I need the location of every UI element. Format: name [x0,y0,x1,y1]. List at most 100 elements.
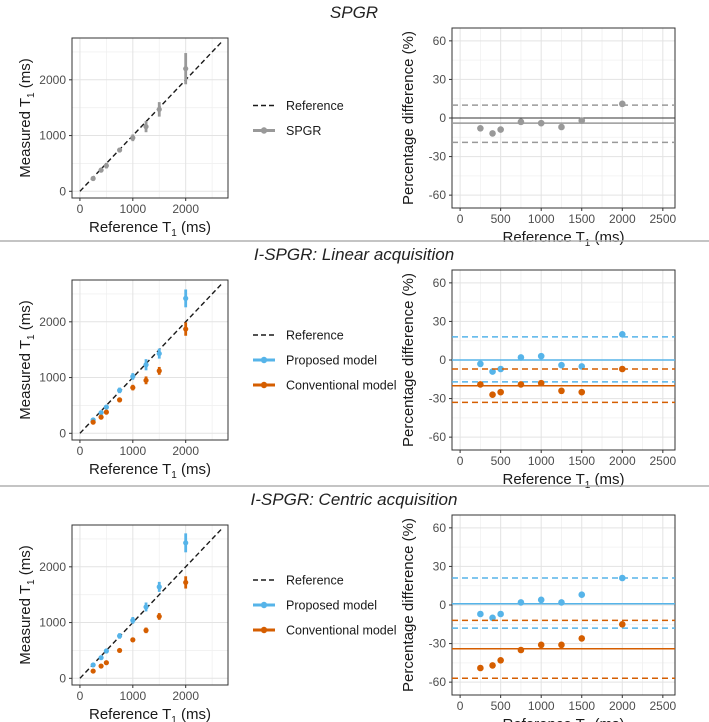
x-axis-label: Reference T1 (ms) [503,229,625,249]
data-point [489,614,496,622]
tick-label-y: 2000 [39,315,66,329]
data-point [156,613,162,620]
data-point [130,384,136,391]
y-axis-label-sub: 1 [26,579,37,585]
data-point [558,599,565,606]
legend-label: Conventional model [286,624,397,638]
legend-label: Proposed model [286,599,377,613]
legend-label: Proposed model [286,354,377,368]
data-point [537,119,545,127]
data-point [116,387,123,393]
tick-label-x: 1000 [528,699,555,713]
tick-label-y: -60 [429,188,447,202]
tick-label-x: 2000 [609,212,636,226]
data-point [477,664,484,672]
data-point [183,326,189,332]
data-point [116,647,123,654]
data-point [578,388,586,396]
tick-label-x: 1000 [119,689,146,703]
y-axis-label: Measured T1 (ms) [17,300,37,419]
data-point [477,610,484,618]
data-point [183,295,189,301]
data-point [537,379,545,387]
tick-label-y: -60 [429,675,447,689]
diff-series-conventional-model [452,619,675,680]
tick-label-x: 1000 [528,212,555,226]
y-axis-label: Percentage difference (%) [400,31,417,205]
y-axis-label-unit: (ms) [17,545,34,579]
data-point [497,656,504,664]
difference-plot: 0 500 1000 1500 2000 2500 -60 -30 0 30 60 Reference… [400,514,677,722]
x-axis-label-text: Reference T [503,229,585,246]
data-point [489,368,496,375]
legend-key-point [260,381,268,389]
data-point [116,397,123,403]
difference-plot: 0 500 1000 1500 2000 2500 -60 -30 0 30 60 Reference… [400,27,677,249]
data-point [537,352,545,360]
legend-item: Proposed model [253,599,377,613]
tick-label-y: 1000 [39,616,66,630]
tick-label-x: 1500 [568,454,595,468]
data-point [558,387,565,395]
data-point [537,641,545,649]
y-axis-label: Percentage difference (%) [400,518,417,692]
data-point [90,175,96,182]
legend-item: Conventional model [253,624,397,638]
data-point [537,596,545,604]
legend: Reference Proposed model Conventional mode… [253,574,397,638]
tick-label-y: -30 [429,392,447,406]
tick-label-y: 0 [59,426,66,440]
x-axis-label-text: Reference T [89,461,171,478]
y-axis-label-sub: 1 [26,92,37,98]
plot-border [71,279,229,441]
x-axis-label: Reference T1 (ms) [89,219,211,239]
tick-label-x: 2500 [649,454,676,468]
tick-label-y: 60 [433,34,447,48]
y-axis-label-unit: (ms) [17,300,34,334]
plot-frame [71,37,229,199]
series-conventional-model [90,576,189,674]
data-point [156,584,162,590]
data-point [558,641,565,649]
tick-label-y: 1000 [39,129,66,143]
y-axis-label-unit: (ms) [17,58,34,92]
data-point [130,617,136,623]
data-point [98,414,104,420]
data-point [497,365,504,373]
tick-label-x: 2000 [172,689,199,703]
x-axis-label-unit: (ms) [177,706,211,722]
tick-label-x: 500 [491,212,511,226]
data-point [90,419,96,425]
x-axis-label-text: Reference T [89,706,171,722]
legend: Reference SPGR [253,99,344,138]
tick-label-y: 0 [439,353,446,367]
y-axis-label-text: Measured T [17,585,34,665]
tick-label-y: -60 [429,430,447,444]
data-point [183,540,189,546]
data-point [130,135,136,141]
difference-plot: 0 500 1000 1500 2000 2500 -60 -30 0 30 60 Reference… [400,269,677,491]
data-point [156,350,162,357]
legend-item: Reference [253,99,344,113]
legend-item: Proposed model [253,354,377,368]
data-point [517,381,525,388]
data-point [116,633,123,639]
data-point [103,163,109,169]
data-point [497,610,504,618]
series-spgr [90,53,189,182]
diff-series-proposed-model [452,574,675,629]
tick-label-x: 1000 [528,454,555,468]
tick-label-x: 2000 [172,202,199,216]
data-point [98,167,104,173]
legend-key-point [260,356,268,364]
data-point [103,648,109,654]
tick-label-y: -30 [429,150,447,164]
x-axis-label-text: Reference T [503,716,585,722]
panel-title: I-SPGR: Linear acquisition [254,245,454,264]
data-point [558,123,565,131]
data-point [578,363,586,370]
tick-label-x: 0 [457,212,464,226]
tick-label-x: 0 [77,689,84,703]
